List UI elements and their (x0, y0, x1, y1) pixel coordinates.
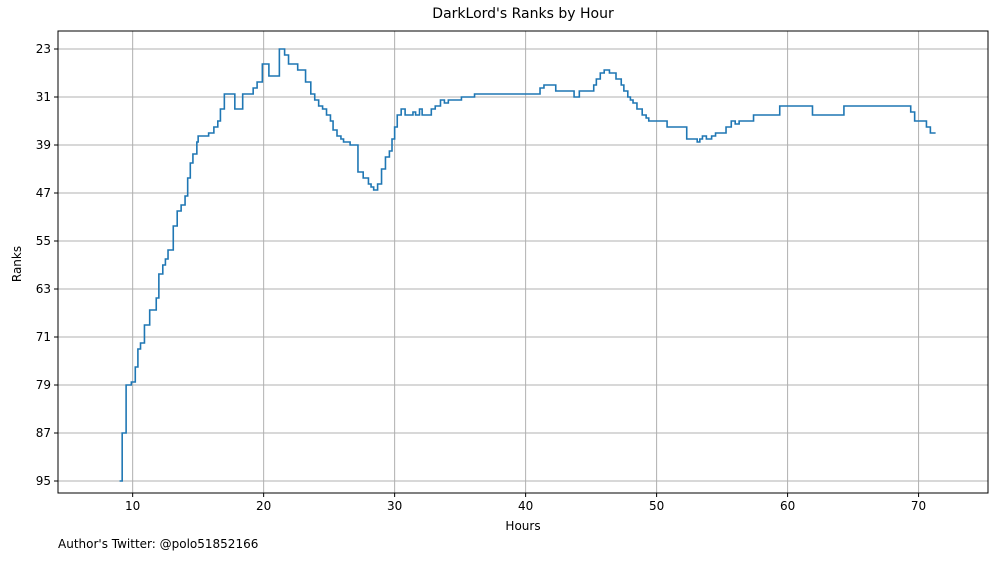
grid-lines (58, 31, 988, 493)
x-tick-label: 10 (125, 499, 140, 513)
y-tick-label: 87 (36, 426, 51, 440)
x-tick-label: 20 (256, 499, 271, 513)
y-tick-label: 95 (36, 474, 51, 488)
y-tick-label: 23 (36, 42, 51, 56)
x-tick-label: 70 (911, 499, 926, 513)
x-tick-label: 60 (780, 499, 795, 513)
y-tick-label: 63 (36, 282, 51, 296)
author-footnote: Author's Twitter: @polo51852166 (58, 537, 259, 551)
chart-title: DarkLord's Ranks by Hour (432, 6, 614, 22)
y-tick-label: 71 (36, 330, 51, 344)
y-tick-label: 47 (36, 186, 51, 200)
y-tick-label: 39 (36, 138, 51, 152)
y-tick-label: 55 (36, 234, 51, 248)
y-tick-label: 79 (36, 378, 51, 392)
x-tick-label: 30 (387, 499, 402, 513)
y-axis-label: Ranks (10, 245, 24, 283)
rank-series-line (119, 48, 936, 482)
plot-frame (57, 30, 989, 494)
x-tick-label: 40 (518, 499, 533, 513)
y-tick-label: 31 (36, 90, 51, 104)
axis-ticks: 10 20 30 40 50 60 70 23 31 39 47 55 63 71 79 87 95 (36, 42, 926, 513)
series-line-group (119, 48, 936, 482)
x-axis-label: Hours (505, 519, 541, 533)
x-tick-label: 50 (649, 499, 664, 513)
